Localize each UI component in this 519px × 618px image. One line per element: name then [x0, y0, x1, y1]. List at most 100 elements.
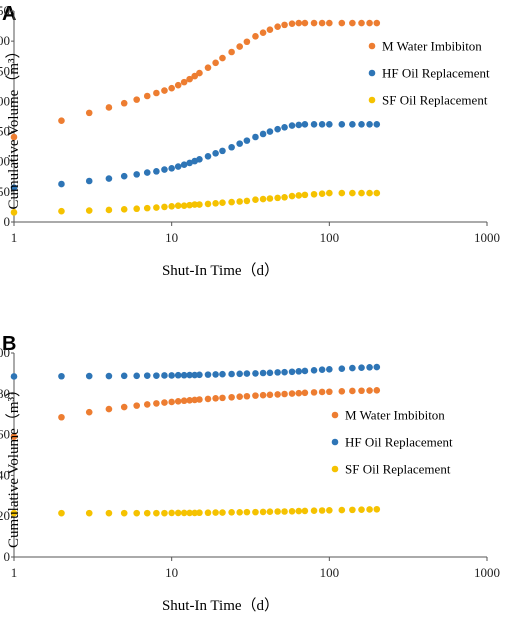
data-point: [295, 121, 303, 129]
data-point: [161, 203, 168, 211]
data-point: [143, 401, 151, 408]
data-point: [212, 509, 219, 516]
x-axis-title: Shut-In Time（d）: [162, 597, 279, 614]
data-point: [143, 372, 151, 379]
legend-marker: [331, 465, 339, 473]
data-point: [85, 177, 93, 185]
data-point: [191, 72, 199, 80]
y-tick-labels: 0 50 100 150 200 250 300 350: [0, 3, 14, 229]
data-point: [301, 19, 309, 27]
data-point: [204, 64, 212, 71]
data-point: [373, 363, 381, 371]
data-point: [120, 403, 128, 411]
data-point: [204, 395, 212, 403]
data-point: [288, 20, 296, 27]
y-axis-title: Cumulative Volume（m³）: [5, 43, 22, 209]
data-point: [266, 508, 274, 516]
legend-marker: [331, 411, 339, 419]
data-point: [252, 133, 259, 141]
data-point: [243, 508, 251, 516]
data-point: [274, 125, 281, 133]
data-point: [219, 199, 226, 207]
y-tick-label: 20: [0, 508, 10, 523]
x-tick-label: 1000: [474, 230, 500, 245]
data-point: [288, 368, 296, 376]
data-point: [219, 54, 226, 62]
data-point: [58, 372, 65, 380]
data-point: [186, 371, 193, 379]
data-point: [252, 370, 259, 377]
data-point: [196, 69, 203, 77]
data-point: [373, 19, 381, 27]
data-point: [161, 399, 168, 406]
data-point: [310, 19, 318, 27]
data-point: [168, 509, 175, 517]
data-point: [212, 371, 219, 378]
data-point: [236, 140, 243, 147]
data-point: [366, 19, 373, 27]
y-tick-label: 40: [0, 467, 10, 482]
data-point: [186, 397, 193, 404]
y-tick-label: 150: [0, 124, 10, 139]
data-point: [228, 393, 235, 401]
x-tick-label: 10: [165, 565, 178, 580]
x-axis-title: Shut-In Time（d）: [162, 262, 279, 279]
data-point: [85, 109, 93, 117]
data-point: [266, 26, 274, 33]
data-point: [281, 21, 288, 29]
data-point: [310, 389, 318, 396]
data-point: [310, 507, 318, 514]
legend: M Water Imbibiton HF Oil Replacement SF Oi…: [368, 39, 490, 108]
data-point: [349, 189, 356, 197]
data-point: [301, 367, 309, 375]
data-point: [133, 509, 140, 517]
data-point: [281, 390, 288, 398]
data-point: [133, 171, 140, 178]
legend-label: M Water Imbibiton: [345, 408, 445, 423]
data-point: [191, 509, 199, 517]
data-point: [295, 19, 303, 27]
data-point: [318, 190, 326, 197]
x-tick-labels: 1 10 100 1000: [11, 557, 500, 580]
data-point: [274, 508, 281, 515]
data-point: [259, 508, 267, 516]
data-point: [349, 121, 356, 128]
data-point: [259, 130, 267, 138]
data-point: [105, 405, 113, 413]
data-point: [301, 121, 309, 128]
data-point: [349, 364, 356, 372]
legend-marker: [331, 438, 339, 446]
data-point: [133, 96, 140, 103]
data-point: [228, 48, 235, 56]
x-tick-label: 100: [320, 230, 340, 245]
data-point: [120, 99, 128, 107]
data-point: [168, 203, 175, 210]
legend-label: SF Oil Replacement: [345, 462, 451, 477]
data-point: [186, 159, 193, 167]
data-point: [204, 371, 212, 378]
data-point: [252, 508, 259, 516]
x-tick-label: 10: [165, 230, 178, 245]
data-point: [281, 124, 288, 131]
data-point: [295, 192, 303, 199]
data-point: [349, 19, 356, 27]
data-point: [301, 507, 309, 515]
data-point: [259, 369, 267, 377]
data-point: [338, 121, 346, 128]
data-point: [228, 198, 235, 206]
data-point: [281, 508, 288, 515]
data-point: [236, 370, 243, 378]
data-point: [274, 369, 281, 376]
data-point: [310, 190, 318, 198]
data-point: [10, 133, 18, 141]
data-point: [259, 29, 267, 37]
data-point: [243, 38, 251, 46]
data-point: [105, 104, 113, 111]
legend-marker: [368, 69, 376, 77]
legend-marker: [368, 96, 376, 104]
y-tick-label: 300: [0, 33, 10, 48]
data-point: [180, 371, 188, 379]
data-point: [318, 121, 326, 128]
data-point: [105, 509, 113, 517]
data-point: [153, 509, 160, 517]
